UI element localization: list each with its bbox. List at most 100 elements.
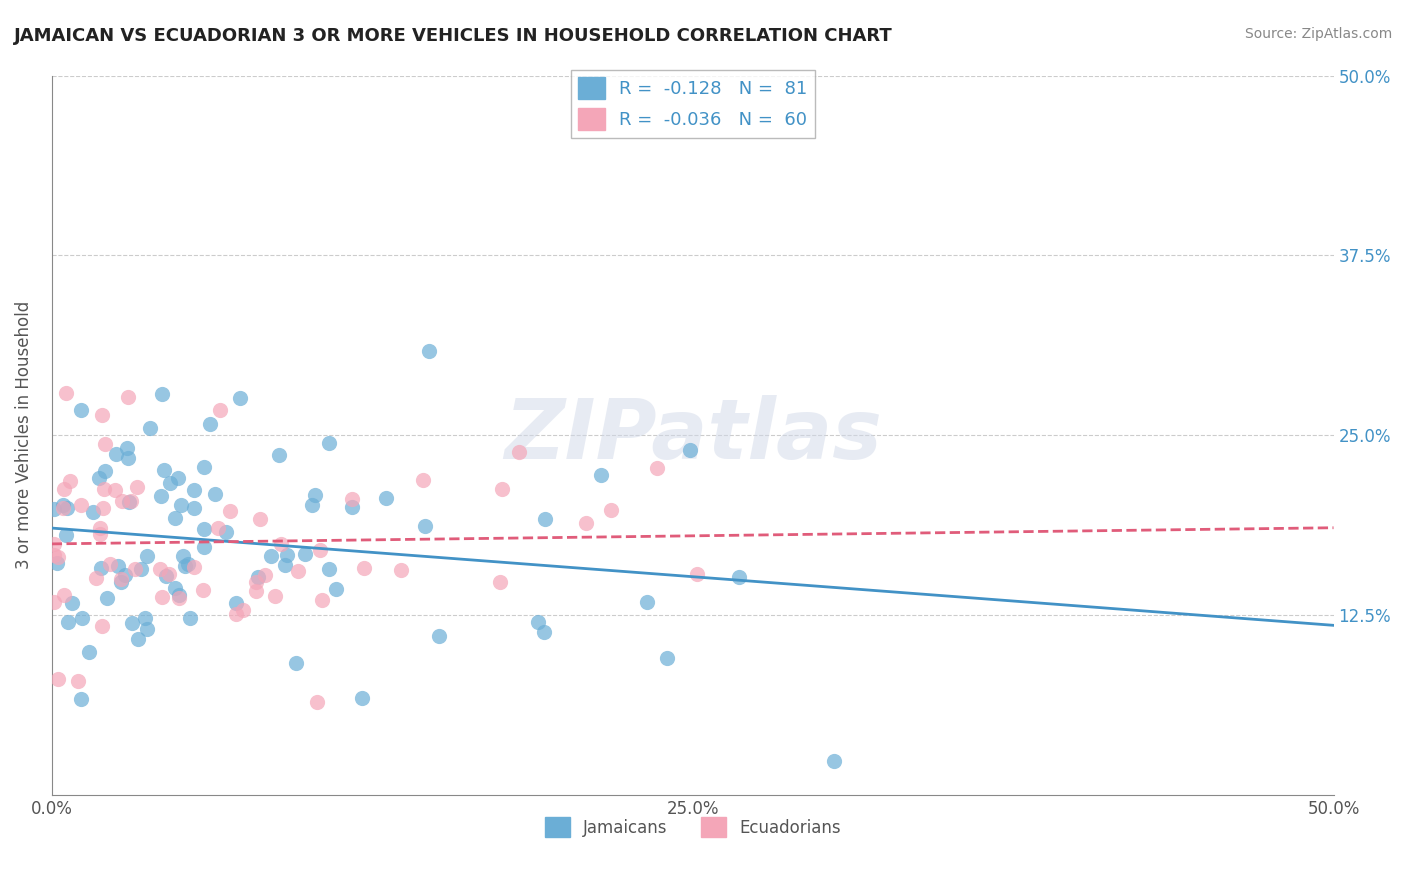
Point	[117, 390, 139, 404]
Point	[225, 607, 247, 621]
Point	[44, 501, 66, 516]
Point	[232, 603, 254, 617]
Point	[104, 447, 127, 461]
Point	[45, 556, 67, 570]
Point	[686, 566, 709, 581]
Point	[46, 672, 69, 686]
Point	[150, 387, 173, 401]
Text: JAMAICAN VS ECUADORIAN 3 OR MORE VEHICLES IN HOUSEHOLD CORRELATION CHART: JAMAICAN VS ECUADORIAN 3 OR MORE VEHICLE…	[14, 27, 893, 45]
Point	[489, 574, 512, 589]
Point	[44, 595, 66, 609]
Point	[254, 567, 277, 582]
Point	[191, 582, 214, 597]
Point	[427, 630, 450, 644]
Point	[823, 754, 845, 768]
Point	[166, 471, 188, 485]
Point	[276, 548, 298, 562]
Point	[170, 499, 193, 513]
Point	[249, 511, 271, 525]
Point	[55, 385, 77, 400]
Point	[117, 441, 139, 455]
Point	[157, 566, 180, 581]
Point	[311, 592, 333, 607]
Point	[87, 471, 110, 485]
Point	[46, 550, 69, 565]
Point	[200, 417, 222, 431]
Point	[167, 588, 190, 602]
Point	[575, 516, 598, 530]
Point	[139, 421, 162, 435]
Point	[90, 560, 112, 574]
Point	[127, 479, 149, 493]
Point	[287, 564, 309, 578]
Point	[177, 558, 200, 572]
Point	[389, 563, 412, 577]
Point	[96, 591, 118, 605]
Point	[114, 568, 136, 582]
Point	[136, 549, 159, 563]
Point	[89, 526, 111, 541]
Point	[342, 491, 364, 506]
Point	[134, 611, 156, 625]
Point	[91, 409, 114, 423]
Point	[636, 594, 658, 608]
Point	[124, 562, 146, 576]
Point	[340, 500, 363, 514]
Point	[193, 540, 215, 554]
Point	[159, 476, 181, 491]
Point	[655, 651, 678, 665]
Point	[120, 494, 142, 508]
Point	[318, 562, 340, 576]
Point	[56, 501, 79, 516]
Point	[91, 500, 114, 515]
Point	[56, 615, 79, 629]
Point	[508, 445, 530, 459]
Point	[165, 581, 187, 595]
Point	[209, 403, 232, 417]
Point	[52, 498, 75, 512]
Point	[155, 569, 177, 583]
Point	[264, 589, 287, 603]
Point	[110, 572, 132, 586]
Text: Source: ZipAtlas.com: Source: ZipAtlas.com	[1244, 27, 1392, 41]
Point	[219, 503, 242, 517]
Point	[304, 488, 326, 502]
Point	[84, 571, 107, 585]
Point	[229, 391, 252, 405]
Point	[270, 537, 292, 551]
Point	[589, 467, 612, 482]
Point	[193, 460, 215, 475]
Point	[91, 619, 114, 633]
Point	[247, 570, 270, 584]
Point	[285, 656, 308, 670]
Point	[70, 498, 93, 512]
Point	[77, 645, 100, 659]
Point	[267, 448, 290, 462]
Point	[318, 436, 340, 450]
Point	[260, 549, 283, 564]
Point	[308, 543, 330, 558]
Point	[225, 596, 247, 610]
Point	[183, 500, 205, 515]
Point	[110, 575, 132, 590]
Point	[104, 483, 127, 498]
Point	[215, 525, 238, 540]
Point	[353, 561, 375, 575]
Point	[52, 500, 75, 515]
Point	[70, 692, 93, 706]
Point	[599, 502, 621, 516]
Point	[207, 521, 229, 535]
Point	[183, 560, 205, 574]
Point	[204, 487, 226, 501]
Y-axis label: 3 or more Vehicles in Household: 3 or more Vehicles in Household	[15, 301, 32, 569]
Point	[153, 462, 176, 476]
Point	[245, 583, 267, 598]
Point	[117, 451, 139, 466]
Point	[70, 611, 93, 625]
Point	[183, 483, 205, 497]
Point	[533, 512, 555, 526]
Point	[53, 482, 76, 496]
Point	[93, 482, 115, 496]
Point	[307, 695, 329, 709]
Point	[274, 558, 297, 573]
